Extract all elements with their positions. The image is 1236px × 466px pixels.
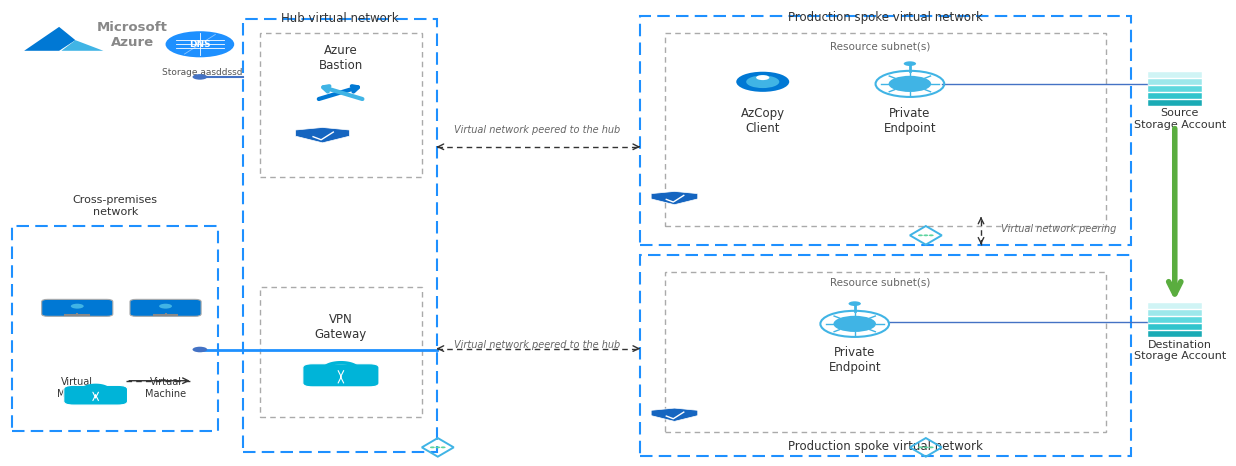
- Text: Virtual
Machine: Virtual Machine: [145, 377, 187, 399]
- Circle shape: [756, 75, 769, 80]
- Circle shape: [918, 446, 923, 448]
- Text: DNS: DNS: [189, 40, 210, 49]
- Text: VPN
Gateway: VPN Gateway: [315, 313, 367, 341]
- Text: Hub virtual network: Hub virtual network: [281, 12, 398, 25]
- Bar: [242, 19, 436, 452]
- Polygon shape: [25, 27, 75, 51]
- Text: Virtual network peered to the hub: Virtual network peered to the hub: [454, 125, 620, 135]
- Circle shape: [918, 234, 923, 236]
- Text: Resource subnet(s): Resource subnet(s): [831, 41, 931, 52]
- FancyBboxPatch shape: [64, 385, 127, 405]
- Circle shape: [435, 446, 440, 448]
- Text: Storage aasddssd: Storage aasddssd: [162, 68, 242, 77]
- Bar: [640, 16, 1131, 245]
- Text: Virtual network peered to the hub: Virtual network peered to the hub: [454, 341, 620, 350]
- Text: Cross-premises
network: Cross-premises network: [73, 195, 158, 217]
- Polygon shape: [651, 192, 698, 205]
- Text: Private
Endpoint: Private Endpoint: [884, 107, 936, 135]
- Bar: [1148, 93, 1201, 99]
- Bar: [640, 255, 1131, 456]
- FancyBboxPatch shape: [130, 299, 201, 316]
- Text: Production spoke virtual network: Production spoke virtual network: [787, 11, 983, 24]
- Bar: [665, 272, 1106, 432]
- Text: AzCopy
Client: AzCopy Client: [740, 107, 785, 135]
- Circle shape: [166, 31, 234, 57]
- Polygon shape: [62, 40, 104, 51]
- Text: Virtual network peering: Virtual network peering: [1001, 224, 1116, 234]
- Circle shape: [889, 76, 931, 92]
- Circle shape: [737, 72, 790, 92]
- Bar: [1148, 309, 1201, 316]
- Circle shape: [441, 446, 446, 448]
- Circle shape: [70, 304, 84, 308]
- Bar: [1148, 330, 1201, 336]
- Bar: [1148, 72, 1201, 78]
- FancyBboxPatch shape: [303, 364, 379, 387]
- Bar: [12, 226, 219, 431]
- Circle shape: [193, 347, 208, 352]
- Text: Source
Storage Account: Source Storage Account: [1133, 108, 1226, 130]
- Circle shape: [928, 446, 933, 448]
- Circle shape: [923, 446, 928, 448]
- Bar: [1148, 323, 1201, 330]
- Circle shape: [923, 234, 928, 236]
- Polygon shape: [295, 128, 350, 143]
- Bar: [260, 287, 421, 417]
- Text: Microsoft
Azure: Microsoft Azure: [96, 21, 168, 49]
- Circle shape: [747, 75, 779, 88]
- Circle shape: [833, 316, 876, 332]
- Bar: [1148, 100, 1201, 106]
- Text: Production spoke virtual network: Production spoke virtual network: [787, 440, 983, 453]
- Text: Private
Endpoint: Private Endpoint: [828, 346, 881, 374]
- Text: Resource subnet(s): Resource subnet(s): [831, 278, 931, 288]
- Text: Azure
Bastion: Azure Bastion: [319, 44, 363, 72]
- Text: Virtual
Machine: Virtual Machine: [57, 377, 98, 399]
- Circle shape: [904, 62, 916, 66]
- FancyBboxPatch shape: [42, 299, 112, 316]
- Circle shape: [193, 74, 208, 80]
- Bar: [1148, 316, 1201, 322]
- Bar: [260, 33, 421, 177]
- Bar: [1148, 79, 1201, 85]
- Text: Destination
Storage Account: Destination Storage Account: [1133, 340, 1226, 361]
- Bar: [665, 33, 1106, 226]
- Circle shape: [159, 304, 172, 308]
- Circle shape: [849, 302, 861, 306]
- Circle shape: [430, 446, 435, 448]
- Circle shape: [928, 234, 933, 236]
- Polygon shape: [651, 408, 698, 421]
- Bar: [1148, 302, 1201, 308]
- Bar: [1148, 86, 1201, 92]
